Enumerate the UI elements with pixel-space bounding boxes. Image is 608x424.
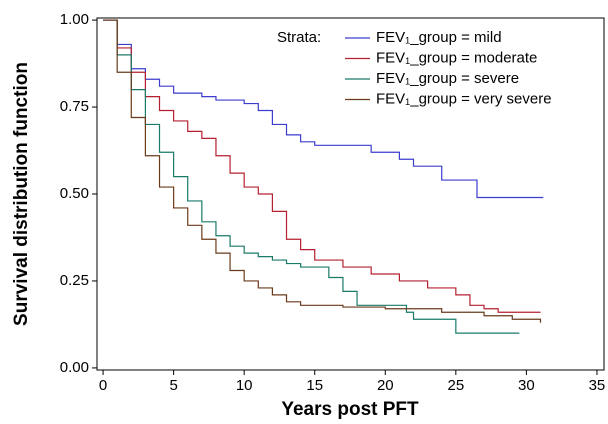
survival-curve (103, 19, 541, 313)
x-tick-label: 20 (377, 377, 394, 394)
x-tick-label: 30 (518, 377, 535, 394)
legend-label: FEV₁_group = mild (376, 29, 502, 46)
x-tick-label: 5 (169, 377, 177, 394)
y-tick-label: 0.75 (60, 98, 89, 115)
x-tick-label: 25 (447, 377, 464, 394)
survival-curve (103, 19, 520, 334)
y-tick-label: 0.50 (60, 185, 89, 202)
survival-curve (103, 19, 544, 199)
x-tick-label: 15 (306, 377, 323, 394)
legend-label: FEV₁_group = moderate (376, 49, 537, 66)
legend-label: FEV₁_group = very severe (376, 90, 552, 107)
legend-title: Strata: (277, 29, 321, 46)
y-tick-label: 0.25 (60, 272, 89, 289)
legend-label: FEV₁_group = severe (376, 70, 519, 87)
y-tick-label: 1.00 (60, 11, 89, 28)
x-tick-label: 35 (589, 377, 606, 394)
x-axis-title: Years post PFT (281, 399, 419, 420)
y-tick-label: 0.00 (60, 359, 89, 376)
survival-curve (103, 19, 542, 323)
x-tick-label: 10 (236, 377, 253, 394)
y-axis-title: Survival distribution function (11, 62, 32, 326)
x-tick-label: 0 (99, 377, 107, 394)
